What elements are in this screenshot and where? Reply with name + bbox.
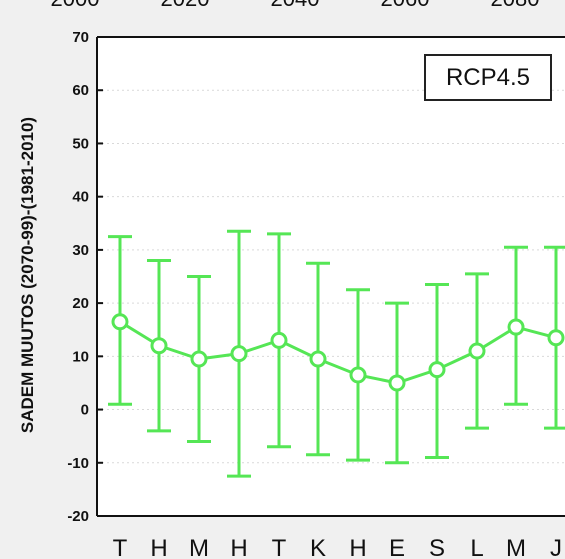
- top-axis-label: 2040: [271, 0, 320, 11]
- y-tick-label: -10: [67, 455, 89, 472]
- x-tick-label: M: [189, 535, 209, 559]
- x-tick-label: M: [506, 535, 526, 559]
- top-axis-label: 2020: [161, 0, 210, 11]
- x-tick-label: L: [470, 535, 483, 559]
- mean-point: [270, 331, 288, 349]
- x-tick-label: H: [150, 535, 167, 559]
- x-tick-label: H: [230, 535, 247, 559]
- x-tick-label: T: [113, 535, 128, 559]
- y-tick-labels: -20 -10 0 10 20 30 40 50 60 70: [67, 29, 89, 525]
- mean-point: [468, 342, 486, 360]
- y-tick-label: 0: [81, 402, 89, 419]
- x-tick-label: T: [272, 535, 287, 559]
- top-axis-label: 2080: [491, 0, 540, 11]
- y-tick-label: 60: [72, 82, 89, 99]
- mean-point: [309, 350, 327, 368]
- mean-point: [150, 337, 168, 355]
- rcp45-badge-text: RCP4.5: [446, 64, 530, 91]
- y-tick-label: 30: [72, 242, 89, 259]
- y-tick-label: -20: [67, 508, 89, 525]
- rcp45-badge-group: RCP4.5: [424, 54, 552, 101]
- mean-point: [349, 366, 367, 384]
- rcp45-badge-box: [424, 54, 552, 101]
- x-tick-label: K: [310, 535, 326, 559]
- mean-point: [388, 374, 406, 392]
- y-tick-label: 10: [72, 348, 89, 365]
- plot-background: [97, 37, 565, 516]
- mean-point: [111, 313, 129, 331]
- y-axis-label: SADEM MUUTOS (2070-99)-(1981-2010): [18, 117, 37, 433]
- mean-point: [507, 318, 525, 336]
- top-axis-label: 2000: [51, 0, 100, 11]
- top-axis-labels: 2000 2020 2040 2060 2080: [51, 0, 540, 11]
- top-axis-label: 2060: [381, 0, 430, 11]
- y-tick-label: 40: [72, 189, 89, 206]
- x-tick-label: H: [349, 535, 366, 559]
- series-layer: [108, 229, 565, 478]
- mean-point: [230, 345, 248, 363]
- mean-point: [190, 350, 208, 368]
- mean-point: [428, 361, 446, 379]
- x-tick-label: S: [429, 535, 445, 559]
- y-tick-label: 50: [72, 135, 89, 152]
- y-axis-ticks: [97, 36, 103, 517]
- y-tick-label: 20: [72, 295, 89, 312]
- mean-point: [547, 329, 565, 347]
- x-tick-label: E: [389, 535, 405, 559]
- plot-area: [97, 37, 565, 516]
- x-tick-label: J: [550, 535, 562, 559]
- y-tick-label: 70: [72, 29, 89, 46]
